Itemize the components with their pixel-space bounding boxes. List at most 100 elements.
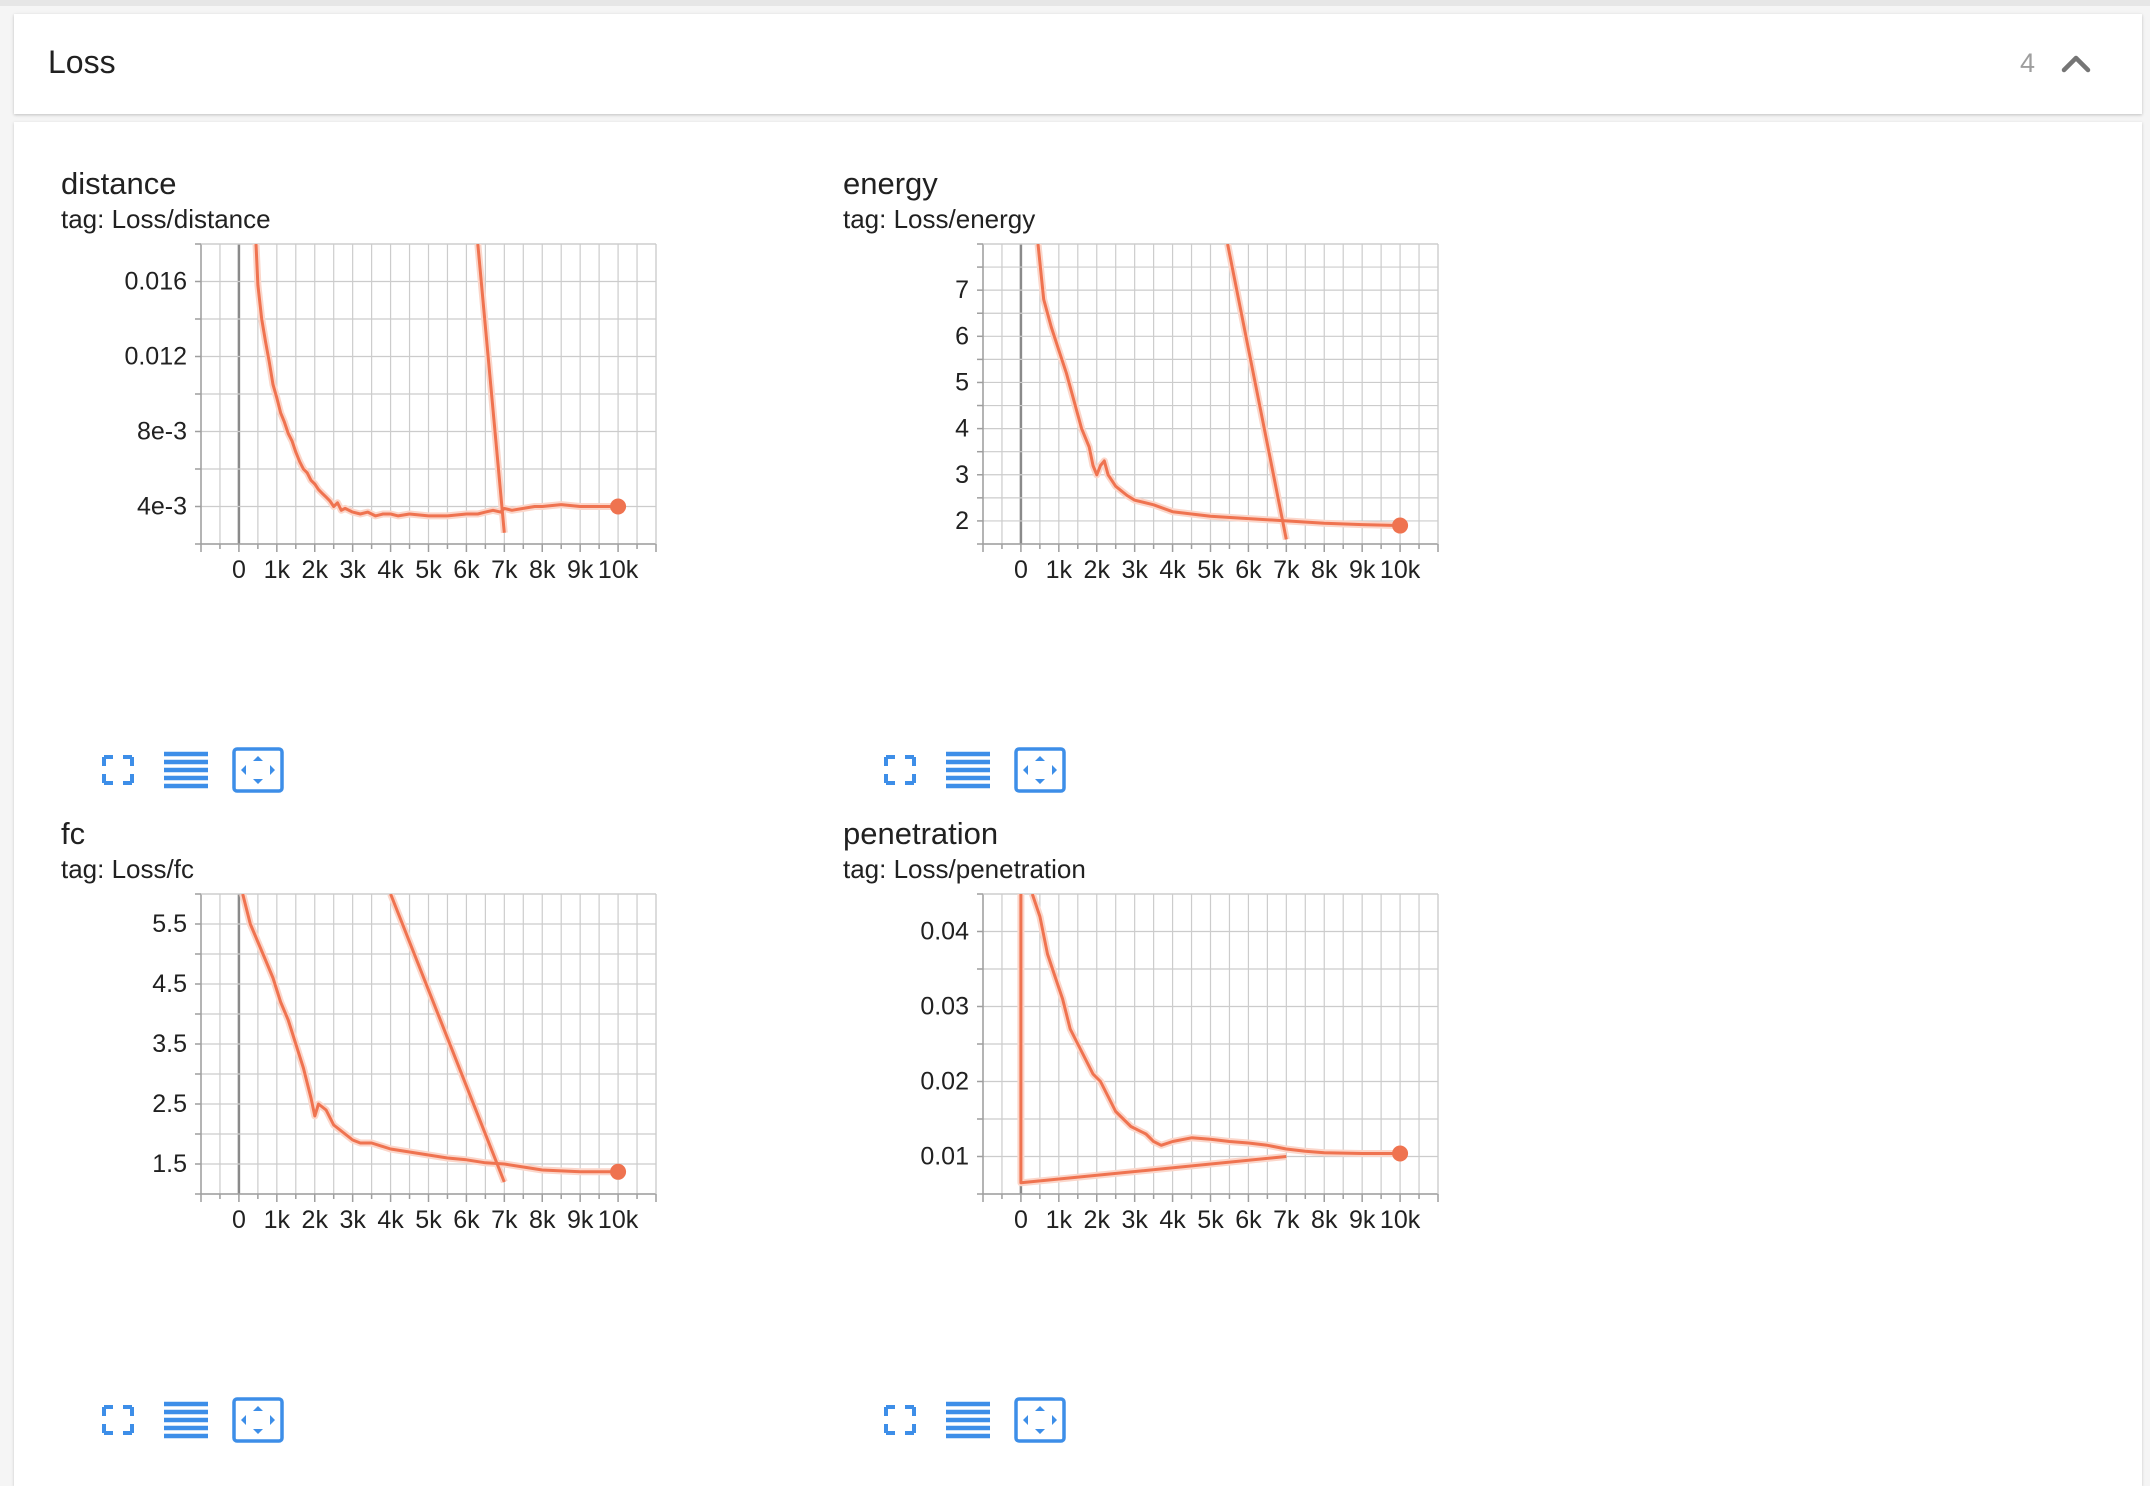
x-tick-label: 8k	[529, 556, 556, 584]
line-chart-fc[interactable]: 0 1k 2k 3k 4k 5k 6k 7k 8k 9k 10k 1.5 2.5 3.5 4.5 5.5	[61, 893, 841, 1374]
x-tick-label: 6k	[453, 556, 480, 584]
x-tick-label: 2k	[1084, 556, 1111, 584]
chart-card-energy: energy tag: Loss/energy 0 1k 2k 3k 4k 5k 6k 7k 8…	[843, 166, 1583, 793]
card-title: penetration	[843, 816, 999, 851]
x-tick-label: 2k	[302, 556, 329, 584]
series-line	[1019, 894, 1287, 1185]
fullscreen-icon[interactable]	[873, 1396, 927, 1444]
x-tick-label: 9k	[1349, 556, 1376, 584]
y-tick-label: 2	[955, 507, 969, 535]
x-tick-label: 2k	[1084, 1206, 1111, 1234]
chevron-up-icon[interactable]	[2056, 48, 2096, 78]
fit-domain-icon[interactable]	[1013, 1396, 1067, 1444]
fit-domain-icon[interactable]	[231, 746, 285, 794]
x-tick-label: 3k	[1121, 1206, 1148, 1234]
series-line	[241, 894, 619, 1174]
card-title: distance	[61, 166, 177, 201]
y-tick-label: 4	[955, 415, 969, 443]
y-tick-label: 7	[955, 276, 969, 304]
x-tick-label: 6k	[1235, 1206, 1262, 1234]
toggle-log-scale-icon[interactable]	[941, 746, 995, 794]
fullscreen-icon[interactable]	[873, 746, 927, 794]
y-tick-label: 8e-3	[137, 418, 187, 446]
x-tick-label: 7k	[1273, 1206, 1300, 1234]
last-point-marker	[1392, 517, 1409, 534]
toggle-log-scale-icon[interactable]	[159, 1396, 213, 1444]
series-line-raw	[252, 244, 619, 520]
series-line-raw	[1034, 244, 1401, 529]
last-point-marker	[610, 498, 627, 515]
y-tick-label: 6	[955, 322, 969, 350]
cards-container: distance tag: Loss/distance 0 1k 2k 3k 4k 5k 6…	[14, 122, 2142, 1486]
series-line	[254, 244, 619, 518]
card-title: energy	[843, 166, 938, 201]
x-tick-label: 10k	[598, 556, 639, 584]
y-tick-label: 0.03	[920, 993, 969, 1021]
x-tick-label: 7k	[1273, 556, 1300, 584]
x-tick-label: 0	[1014, 556, 1028, 584]
y-tick-label: 1.5	[152, 1150, 187, 1178]
series-group	[252, 244, 619, 534]
x-tick-label: 5k	[415, 1206, 442, 1234]
series-line	[1036, 244, 1401, 527]
x-tick-label: 5k	[1197, 1206, 1224, 1234]
chart-card-fc: fc tag: Loss/fc 0 1k 2k 3k 4k 5k 6k 7k 8k 9k 10k 1.…	[61, 816, 801, 1443]
y-tick-label: 0.02	[920, 1068, 969, 1096]
x-tick-label: 7k	[491, 556, 518, 584]
series-line-raw	[1028, 894, 1401, 1157]
y-tick-label: 0.012	[124, 343, 187, 371]
x-tick-label: 9k	[567, 1206, 594, 1234]
series-group	[1017, 894, 1401, 1187]
line-chart-distance[interactable]: 0 1k 2k 3k 4k 5k 6k 7k 8k 9k 10k 4e-3 8e-3 0.012 0.016	[61, 243, 841, 724]
x-tick-label: 1k	[1046, 1206, 1073, 1234]
fit-domain-icon[interactable]	[1013, 746, 1067, 794]
y-tick-label: 0.04	[920, 918, 969, 946]
toggle-log-scale-icon[interactable]	[159, 746, 213, 794]
x-tick-label: 10k	[1380, 1206, 1421, 1234]
series-line	[476, 244, 506, 533]
series-line	[389, 894, 506, 1183]
card-tag: tag: Loss/penetration	[843, 854, 1086, 884]
top-border	[0, 0, 2150, 6]
x-tick-label: 1k	[1046, 556, 1073, 584]
x-tick-label: 4k	[377, 556, 404, 584]
y-tick-label: 0.016	[124, 268, 187, 296]
x-tick-label: 2k	[302, 1206, 329, 1234]
series-group	[1034, 244, 1401, 541]
y-tick-label: 3.5	[152, 1030, 187, 1058]
x-tick-label: 4k	[1159, 556, 1186, 584]
chart-card-distance: distance tag: Loss/distance 0 1k 2k 3k 4k 5k 6…	[61, 166, 801, 793]
series-line	[1226, 244, 1288, 540]
y-tick-label: 2.5	[152, 1090, 187, 1118]
card-count: 4	[2020, 48, 2036, 78]
last-point-marker	[610, 1163, 627, 1180]
x-tick-label: 8k	[529, 1206, 556, 1234]
last-point-marker	[1392, 1145, 1409, 1162]
card-tag: tag: Loss/distance	[61, 204, 271, 234]
x-tick-label: 0	[1014, 1206, 1028, 1234]
section-header[interactable]: Loss 4	[14, 14, 2142, 114]
x-tick-label: 4k	[1159, 1206, 1186, 1234]
x-tick-label: 0	[232, 556, 246, 584]
section-title: Loss	[48, 44, 116, 80]
fullscreen-icon[interactable]	[91, 746, 145, 794]
card-tag: tag: Loss/energy	[843, 204, 1036, 234]
x-tick-label: 8k	[1311, 1206, 1338, 1234]
line-chart-penetration[interactable]: 0 1k 2k 3k 4k 5k 6k 7k 8k 9k 10k 0.01 0.02 0.03 0.04	[843, 893, 1623, 1374]
x-tick-label: 5k	[1197, 556, 1224, 584]
x-tick-label: 0	[232, 1206, 246, 1234]
toggle-log-scale-icon[interactable]	[941, 1396, 995, 1444]
x-tick-label: 8k	[1311, 556, 1338, 584]
x-tick-label: 1k	[264, 1206, 291, 1234]
x-tick-label: 4k	[377, 1206, 404, 1234]
series-group	[239, 894, 619, 1184]
x-tick-label: 10k	[598, 1206, 639, 1234]
y-tick-label: 5	[955, 368, 969, 396]
card-title: fc	[61, 816, 86, 851]
fit-domain-icon[interactable]	[231, 1396, 285, 1444]
x-tick-label: 3k	[1121, 556, 1148, 584]
line-chart-energy[interactable]: 0 1k 2k 3k 4k 5k 6k 7k 8k 9k 10k 2 3 4 5 6 7	[843, 243, 1623, 724]
chart-card-penetration: penetration tag: Loss/penetration 0 1k 2k 3…	[843, 816, 1583, 1443]
fullscreen-icon[interactable]	[91, 1396, 145, 1444]
x-tick-label: 5k	[415, 556, 442, 584]
